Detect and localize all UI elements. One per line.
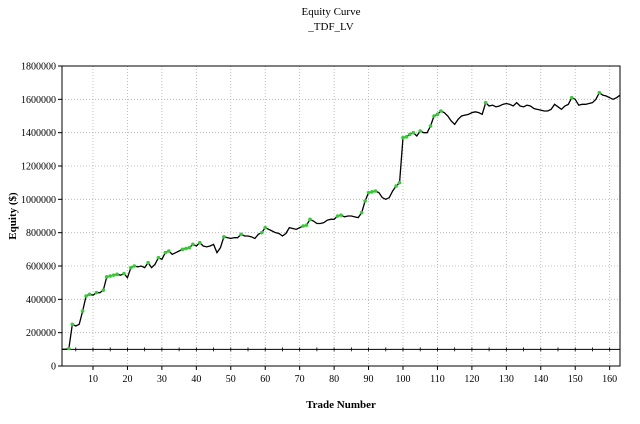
- y-axis-ticks: 0 200000 400000 600000 800000 1000000 1200000 1…: [21, 62, 62, 373]
- new-high-point: [84, 294, 88, 298]
- new-high-point: [191, 242, 195, 247]
- new-high-point: [432, 114, 436, 118]
- x-tick-label: 100: [396, 374, 411, 385]
- new-high-point: [597, 90, 602, 95]
- new-high-point: [366, 190, 371, 195]
- new-high-point: [401, 135, 405, 140]
- new-high-point: [104, 275, 109, 279]
- new-high-point: [239, 232, 243, 237]
- new-high-point: [80, 309, 85, 313]
- new-high-point: [70, 322, 75, 327]
- y-tick-label: 1400000: [21, 128, 56, 139]
- y-tick-label: 400000: [26, 295, 56, 306]
- plot-area-frame: [61, 65, 621, 367]
- new-high-point: [363, 199, 367, 203]
- gridlines: [62, 66, 620, 366]
- x-axis-ticks: 10 20 30 40 50 60 70 80 90 100 110 120 130 140 150 160: [88, 366, 617, 385]
- x-tick-label: 90: [364, 374, 374, 385]
- new-high-point: [101, 288, 106, 292]
- new-high-point: [301, 224, 305, 228]
- new-high-point: [569, 95, 574, 100]
- x-tick-label: 140: [533, 374, 548, 385]
- y-tick-label: 1800000: [21, 62, 56, 73]
- new-high-point: [129, 265, 133, 270]
- x-tick-label: 20: [122, 374, 132, 385]
- new-high-point: [163, 250, 168, 255]
- new-high-point: [132, 264, 137, 268]
- new-high-point: [166, 249, 171, 253]
- new-high-point: [308, 217, 312, 222]
- new-high-point: [397, 180, 402, 185]
- y-tick-label: 200000: [26, 328, 56, 339]
- new-high-point: [359, 210, 364, 215]
- new-high-point: [187, 245, 192, 250]
- new-high-point: [108, 274, 113, 278]
- equity-series-line: [62, 91, 621, 350]
- new-high-point: [411, 130, 416, 135]
- chart-subtitle: _TDF_LV: [307, 21, 353, 33]
- y-tick-label: 600000: [26, 262, 56, 273]
- x-tick-label: 10: [88, 374, 98, 385]
- new-high-point: [394, 184, 398, 188]
- x-tick-label: 110: [430, 374, 445, 385]
- new-high-point: [408, 132, 412, 137]
- new-high-point: [439, 109, 443, 113]
- y-axis-label: Equity ($): [7, 192, 19, 240]
- new-high-point: [418, 129, 423, 133]
- new-high-point: [111, 273, 116, 277]
- new-high-point: [373, 189, 378, 193]
- new-high-point: [94, 290, 99, 295]
- x-tick-label: 150: [568, 374, 583, 385]
- x-axis-label: Trade Number: [306, 399, 376, 411]
- x-tick-label: 70: [295, 374, 305, 385]
- x-tick-label: 130: [499, 374, 514, 385]
- new-high-point: [483, 100, 488, 105]
- x-tick-label: 120: [464, 374, 479, 385]
- new-high-point: [115, 272, 119, 277]
- new-high-point: [146, 260, 150, 265]
- new-high-point: [180, 247, 185, 252]
- x-tick-label: 80: [329, 374, 339, 385]
- new-high-point: [222, 235, 226, 239]
- y-tick-label: 1600000: [21, 95, 56, 106]
- new-high-point: [259, 230, 264, 235]
- new-high-point: [87, 292, 92, 297]
- y-tick-label: 1000000: [21, 195, 56, 206]
- new-high-point: [156, 255, 161, 260]
- new-high-point: [304, 223, 309, 227]
- y-tick-label: 0: [51, 362, 56, 373]
- baseline-markers: [75, 347, 611, 352]
- new-high-point: [184, 246, 188, 251]
- new-high-point: [428, 124, 433, 128]
- chart-title: Equity Curve: [302, 6, 361, 18]
- x-tick-label: 30: [157, 374, 167, 385]
- new-high-point: [335, 214, 340, 218]
- new-high-point: [122, 271, 126, 276]
- new-high-point: [404, 135, 409, 139]
- new-high-markers: [67, 90, 602, 351]
- x-tick-label: 40: [191, 374, 201, 385]
- x-tick-label: 60: [260, 374, 270, 385]
- new-high-point: [67, 346, 71, 351]
- x-tick-label: 50: [226, 374, 236, 385]
- new-high-point: [370, 190, 374, 194]
- y-tick-label: 1200000: [21, 162, 56, 173]
- new-high-point: [435, 112, 440, 117]
- new-high-point: [339, 213, 343, 217]
- x-tick-label: 160: [602, 374, 617, 385]
- new-high-point: [263, 225, 268, 230]
- y-tick-label: 800000: [26, 228, 56, 239]
- new-high-point: [197, 240, 202, 245]
